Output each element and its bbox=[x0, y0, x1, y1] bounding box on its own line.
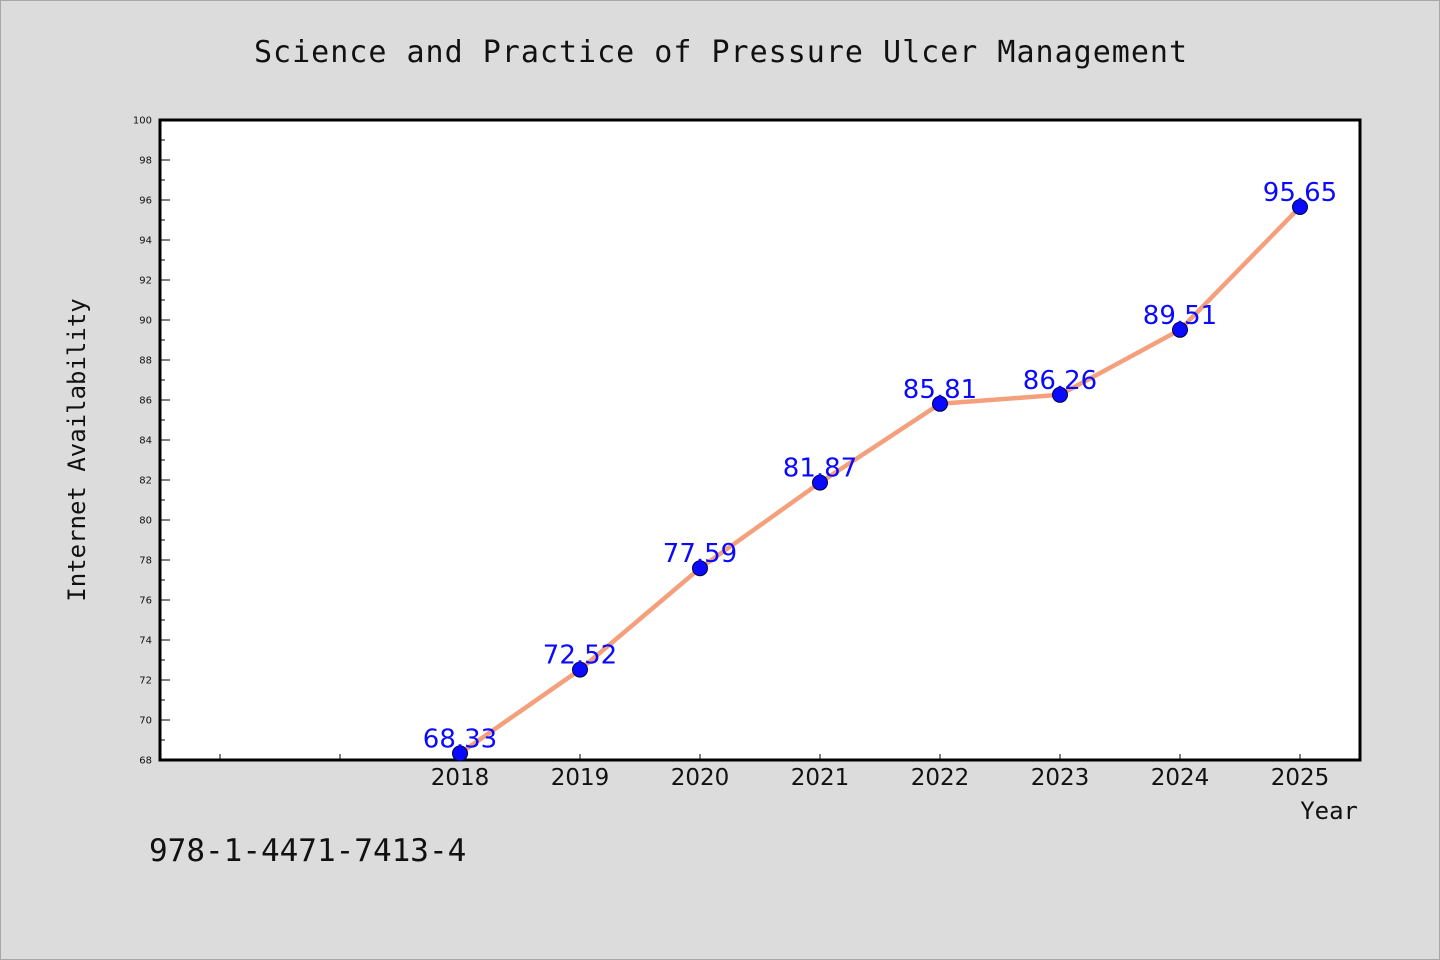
data-label: 95.65 bbox=[1263, 178, 1337, 208]
data-point bbox=[452, 745, 468, 762]
y-tick-label: 98 bbox=[139, 156, 152, 167]
y-tick-label: 78 bbox=[139, 556, 152, 567]
data-point bbox=[1292, 199, 1308, 215]
data-point bbox=[1172, 321, 1188, 338]
x-tick-label: 2022 bbox=[911, 765, 970, 791]
data-point bbox=[692, 560, 708, 577]
data-labels: 68.33 72.52 77.59 81.87 85.81 86.26 89.51 95.65 bbox=[423, 178, 1337, 754]
data-label: 81.87 bbox=[783, 454, 857, 484]
data-label: 72.52 bbox=[543, 641, 617, 671]
data-label: 85.81 bbox=[903, 375, 977, 405]
x-axis-title: Year bbox=[1300, 797, 1358, 825]
y-tick-label: 72 bbox=[139, 676, 152, 687]
x-axis: 2018 2019 2020 2021 2022 2023 2024 2025 bbox=[219, 754, 1330, 791]
data-point bbox=[812, 474, 828, 491]
y-tick-label: 96 bbox=[139, 196, 152, 207]
y-tick-label: 82 bbox=[139, 476, 152, 487]
x-tick-label: 2025 bbox=[1271, 765, 1330, 791]
y-tick-label: 74 bbox=[139, 636, 152, 647]
y-tick-label: 100 bbox=[133, 116, 152, 127]
y-tick-label: 76 bbox=[139, 596, 152, 607]
data-label: 77.59 bbox=[663, 539, 737, 569]
data-label: 86.26 bbox=[1023, 366, 1097, 396]
chart-title: Science and Practice of Pressure Ulcer M… bbox=[253, 35, 1188, 70]
x-tick-label: 2018 bbox=[431, 765, 490, 791]
data-points bbox=[452, 199, 1308, 762]
x-tick-label: 2024 bbox=[1151, 765, 1210, 791]
y-tick-label: 94 bbox=[139, 236, 152, 247]
x-tick-label: 2023 bbox=[1031, 765, 1090, 791]
y-tick-label: 80 bbox=[139, 516, 152, 527]
isbn-text: 978-1-4471-7413-4 bbox=[149, 833, 467, 869]
data-point bbox=[932, 395, 948, 412]
y-axis: 68 70 72 74 76 78 80 82 84 86 88 90 92 94 96 98 100 bbox=[133, 116, 170, 767]
y-tick-label: 90 bbox=[139, 316, 152, 327]
y-tick-label: 68 bbox=[139, 756, 152, 767]
y-axis-title: Internet Availability bbox=[63, 298, 91, 601]
x-tick-label: 2020 bbox=[671, 765, 730, 791]
y-tick-label: 70 bbox=[139, 716, 152, 727]
y-tick-label: 92 bbox=[139, 276, 152, 287]
x-tick-label: 2019 bbox=[551, 765, 610, 791]
plot-area bbox=[158, 118, 1362, 762]
data-point bbox=[1052, 386, 1068, 403]
data-label: 68.33 bbox=[423, 724, 497, 754]
series-line bbox=[458, 205, 1302, 756]
y-tick-label: 86 bbox=[139, 396, 152, 407]
x-tick-label: 2021 bbox=[791, 765, 850, 791]
y-tick-label: 88 bbox=[139, 356, 152, 367]
data-label: 89.51 bbox=[1143, 301, 1217, 331]
y-tick-label: 84 bbox=[139, 436, 152, 447]
data-point bbox=[572, 661, 588, 678]
